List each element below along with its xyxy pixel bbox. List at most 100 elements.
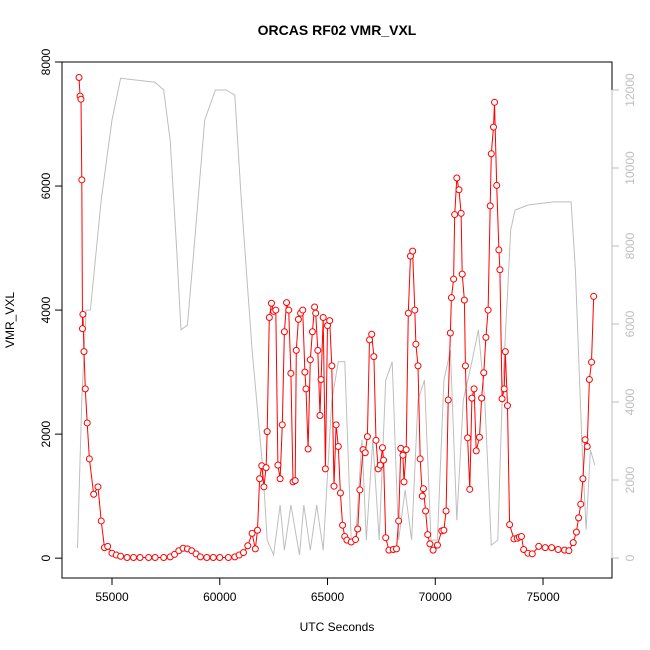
data-point bbox=[528, 550, 536, 558]
data-point bbox=[440, 526, 448, 534]
data-point bbox=[442, 507, 450, 515]
y-tick-label: 8000 bbox=[39, 48, 53, 75]
data-point bbox=[392, 545, 400, 553]
data-point bbox=[411, 306, 419, 314]
data-point bbox=[450, 275, 458, 283]
data-point bbox=[136, 554, 144, 562]
data-point bbox=[480, 369, 488, 377]
data-point bbox=[416, 455, 424, 463]
data-point bbox=[314, 346, 322, 354]
data-point bbox=[285, 306, 293, 314]
data-point bbox=[444, 396, 452, 404]
data-point bbox=[319, 314, 327, 322]
data-point bbox=[496, 266, 504, 274]
data-point bbox=[579, 475, 587, 483]
data-point bbox=[588, 358, 596, 366]
data-point bbox=[472, 447, 480, 455]
data-point bbox=[376, 461, 384, 469]
data-point bbox=[117, 552, 125, 560]
data-point bbox=[569, 539, 577, 547]
data-point bbox=[262, 464, 270, 472]
data-point bbox=[493, 181, 501, 189]
data-point bbox=[495, 246, 503, 254]
data-point bbox=[328, 362, 336, 370]
data-point bbox=[503, 402, 511, 410]
data-point bbox=[577, 500, 585, 508]
data-point bbox=[196, 553, 204, 561]
data-point bbox=[460, 296, 468, 304]
data-point bbox=[79, 310, 87, 318]
y-axis-label: VMR_VXL bbox=[3, 292, 17, 348]
data-point bbox=[276, 475, 284, 483]
y-tick-label: 2000 bbox=[39, 420, 53, 447]
data-point bbox=[419, 485, 427, 493]
data-point bbox=[151, 554, 159, 562]
y-tick-label: 6000 bbox=[39, 172, 53, 199]
y2-tick-label: 0 bbox=[623, 554, 637, 561]
data-point bbox=[590, 292, 598, 300]
data-point bbox=[520, 545, 528, 553]
data-point bbox=[77, 95, 85, 103]
data-point bbox=[80, 348, 88, 356]
data-point bbox=[304, 445, 312, 453]
data-point bbox=[280, 328, 288, 336]
data-point bbox=[97, 517, 105, 525]
data-point bbox=[321, 465, 329, 473]
data-point bbox=[426, 540, 434, 548]
data-point bbox=[317, 376, 325, 384]
data-point bbox=[260, 483, 268, 491]
data-point bbox=[487, 150, 495, 158]
data-point bbox=[424, 531, 432, 539]
data-point bbox=[302, 385, 310, 393]
data-point bbox=[330, 482, 338, 490]
x-tick-label: 55000 bbox=[95, 590, 129, 604]
data-point bbox=[489, 123, 497, 131]
data-point bbox=[130, 554, 138, 562]
data-point bbox=[466, 485, 474, 493]
data-point bbox=[548, 544, 556, 552]
data-point bbox=[475, 433, 483, 441]
data-point bbox=[486, 202, 494, 210]
data-point bbox=[461, 362, 469, 370]
data-point bbox=[339, 521, 347, 529]
data-point bbox=[123, 554, 131, 562]
data-point bbox=[171, 550, 178, 558]
data-point bbox=[464, 434, 472, 442]
data-point bbox=[356, 486, 364, 494]
data-point bbox=[368, 330, 376, 338]
data-point bbox=[316, 412, 324, 420]
data-point bbox=[332, 421, 340, 429]
data-point bbox=[306, 356, 314, 364]
data-point bbox=[75, 74, 83, 82]
data-point bbox=[506, 521, 514, 529]
data-point bbox=[363, 433, 371, 441]
x-tick-label: 70000 bbox=[419, 590, 453, 604]
data-point bbox=[500, 385, 508, 393]
data-point bbox=[216, 554, 224, 562]
y2-tick-label: 6000 bbox=[623, 310, 637, 337]
data-point bbox=[278, 421, 286, 429]
data-point bbox=[251, 545, 259, 553]
data-point bbox=[287, 369, 295, 377]
data-point bbox=[554, 545, 562, 553]
data-point bbox=[470, 385, 478, 393]
data-point bbox=[491, 98, 499, 106]
data-point bbox=[404, 309, 412, 317]
data-point bbox=[291, 477, 299, 485]
data-point bbox=[453, 174, 461, 182]
data-point bbox=[160, 554, 168, 562]
data-point bbox=[433, 541, 441, 549]
data-point bbox=[274, 461, 282, 469]
data-point bbox=[370, 353, 378, 361]
data-point bbox=[429, 546, 437, 554]
y2-tick-label: 4000 bbox=[623, 388, 637, 415]
data-point bbox=[308, 328, 316, 336]
data-point bbox=[451, 211, 459, 219]
data-point bbox=[263, 428, 271, 436]
y2-tick-label: 10000 bbox=[623, 151, 637, 185]
data-point bbox=[455, 186, 463, 194]
data-point bbox=[468, 394, 476, 402]
data-point bbox=[292, 346, 300, 354]
data-point bbox=[145, 554, 153, 562]
